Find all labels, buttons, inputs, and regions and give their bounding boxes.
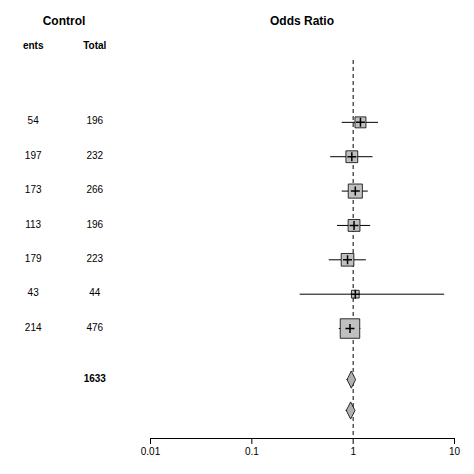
svg-text:1: 1 (350, 446, 356, 457)
svg-text:1633: 1633 (84, 373, 107, 384)
svg-text:54: 54 (28, 115, 40, 126)
svg-text:179: 179 (25, 253, 42, 264)
svg-text:223: 223 (86, 253, 103, 264)
svg-text:43: 43 (28, 287, 40, 298)
svg-text:196: 196 (86, 219, 103, 230)
svg-text:214: 214 (25, 322, 42, 333)
svg-text:197: 197 (25, 150, 42, 161)
svg-text:10: 10 (449, 446, 461, 457)
svg-text:Control: Control (43, 14, 86, 28)
svg-text:Odds Ratio: Odds Ratio (270, 14, 334, 28)
svg-text:Total: Total (83, 40, 106, 51)
svg-text:0.01: 0.01 (141, 446, 161, 457)
svg-text:ents: ents (23, 40, 44, 51)
svg-text:196: 196 (86, 115, 103, 126)
svg-text:476: 476 (86, 322, 103, 333)
svg-text:0.1: 0.1 (245, 446, 259, 457)
svg-text:44: 44 (89, 287, 101, 298)
svg-text:266: 266 (86, 184, 103, 195)
svg-text:232: 232 (86, 150, 103, 161)
svg-text:173: 173 (25, 184, 42, 195)
svg-text:113: 113 (25, 219, 41, 230)
